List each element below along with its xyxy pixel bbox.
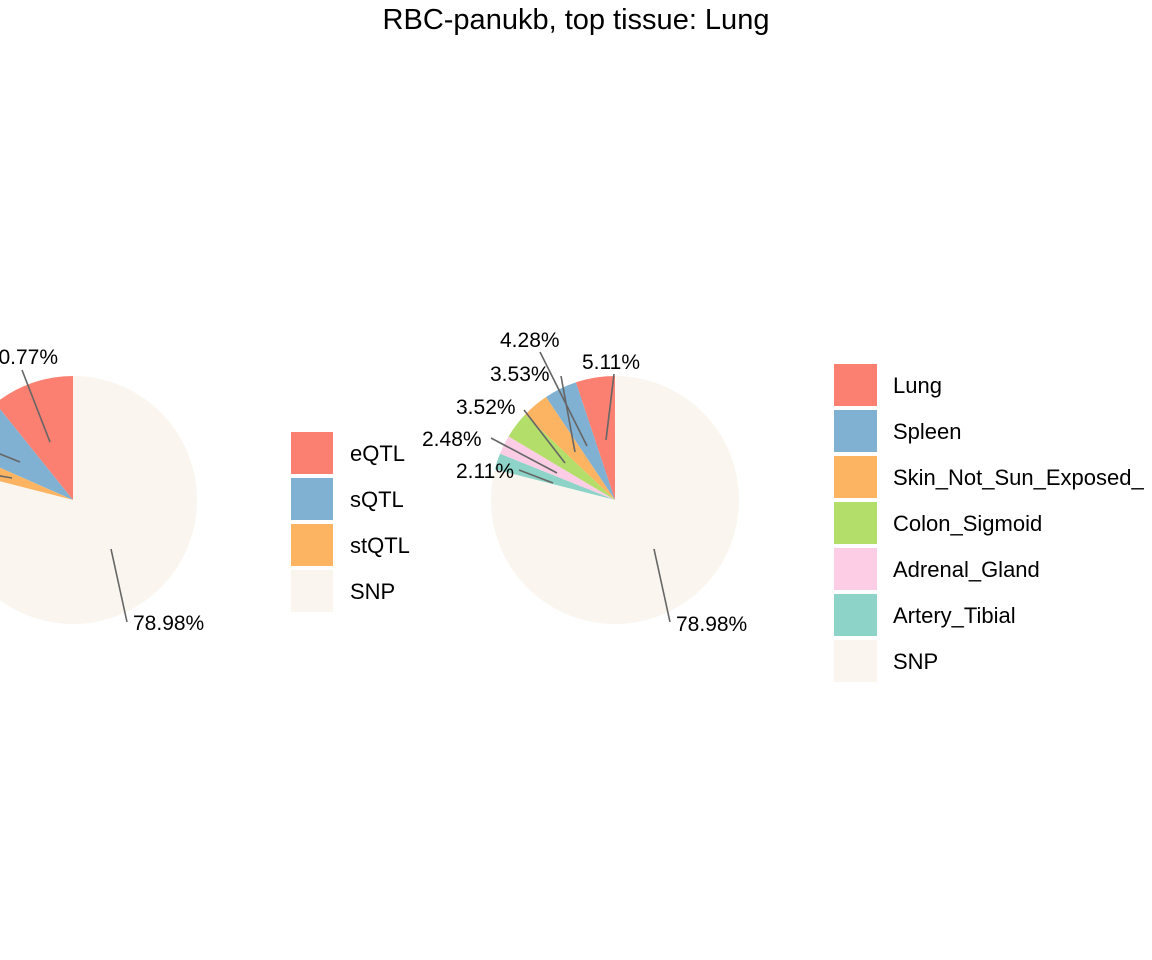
- legend-label-snp: SNP: [893, 649, 938, 674]
- pie-slice-lung: [575, 376, 615, 500]
- leader-line: [21, 369, 51, 443]
- leader-line: [539, 351, 588, 447]
- legend-label-adrenal-gland: Adrenal_Gland: [893, 557, 1040, 582]
- legend-label-spleen: Spleen: [893, 419, 962, 444]
- slice-label-snp: 78.98%: [676, 613, 747, 636]
- pie-slice-skin-not-sun-exposed: [525, 396, 615, 500]
- leader-line: [605, 373, 615, 441]
- pie-slice-sqtl: [0, 409, 73, 500]
- legend-swatch-adrenal-gland: [834, 548, 877, 590]
- legend-label-artery-tibial: Artery_Tibial: [893, 603, 1016, 628]
- pie-slice-stqtl: [0, 467, 73, 500]
- slice-label-spleen: 4.28%: [500, 329, 560, 352]
- pie-chart-qtl-type: 0.77% 78.98%: [0, 346, 204, 635]
- legend-swatch-spleen: [834, 410, 877, 452]
- leader-line: [110, 548, 128, 623]
- slice-label-colon-sigmoid: 3.52%: [456, 396, 516, 419]
- chart-title: RBC-panukb, top tissue: Lung: [382, 4, 770, 36]
- legend-swatch-lung: [834, 364, 877, 406]
- legend-label-snp: SNP: [350, 579, 395, 604]
- leader-line: [0, 453, 21, 463]
- legend-label-lung: Lung: [893, 373, 942, 398]
- leader-line: [518, 469, 554, 484]
- pie-slice-artery-tibial: [494, 453, 615, 500]
- legend-label-colon-sigmoid: Colon_Sigmoid: [893, 511, 1042, 536]
- pie-slice-snp: [0, 376, 197, 624]
- legend-swatch-sqtl: [291, 478, 333, 520]
- legend-swatch-stqtl: [291, 524, 333, 566]
- legend-swatch-colon-sigmoid: [834, 502, 877, 544]
- slice-label-artery-tibial: 2.11%: [456, 460, 514, 483]
- legend-swatch-snp: [834, 640, 877, 682]
- slice-label-adrenal-gland: 2.48%: [422, 428, 482, 451]
- pie-slice-eqtl: [0, 376, 73, 500]
- pie-slice-adrenal-gland: [499, 436, 615, 500]
- leader-line: [523, 409, 566, 464]
- legend-label-stqtl: stQTL: [350, 533, 410, 558]
- leader-line: [0, 475, 13, 479]
- legend-tissue: Lung Spleen Skin_Not_Sun_Exposed_ Colon_Sig…: [834, 364, 1144, 682]
- legend-label-skin-not-sun-exposed: Skin_Not_Sun_Exposed_: [893, 465, 1144, 490]
- slice-label-lung: 5.11%: [582, 351, 640, 374]
- legend-qtl-type: eQTL sQTL stQTL SNP: [291, 432, 410, 612]
- pie-slice-snp: [491, 376, 740, 624]
- legend-label-sqtl: sQTL: [350, 487, 404, 512]
- leader-line: [490, 437, 558, 474]
- slice-label-skin-not-sun-exposed: 3.53%: [490, 363, 550, 386]
- legend-label-eqtl: eQTL: [350, 441, 405, 466]
- leader-line: [560, 375, 576, 453]
- slice-label-eqtl: 0.77%: [0, 346, 58, 369]
- legend-swatch-eqtl: [291, 432, 333, 474]
- legend-swatch-artery-tibial: [834, 594, 877, 636]
- pie-slice-colon-sigmoid: [508, 414, 615, 500]
- legend-swatch-skin-not-sun-exposed: [834, 456, 877, 498]
- leader-line: [653, 548, 671, 623]
- slice-label-snp: 78.98%: [133, 612, 204, 635]
- legend-swatch-snp: [291, 570, 333, 612]
- pie-slice-spleen: [546, 382, 615, 500]
- pie-chart-tissue: 5.11% 4.28% 3.53% 3.52% 2.48% 2.11% 78.98%: [422, 329, 747, 636]
